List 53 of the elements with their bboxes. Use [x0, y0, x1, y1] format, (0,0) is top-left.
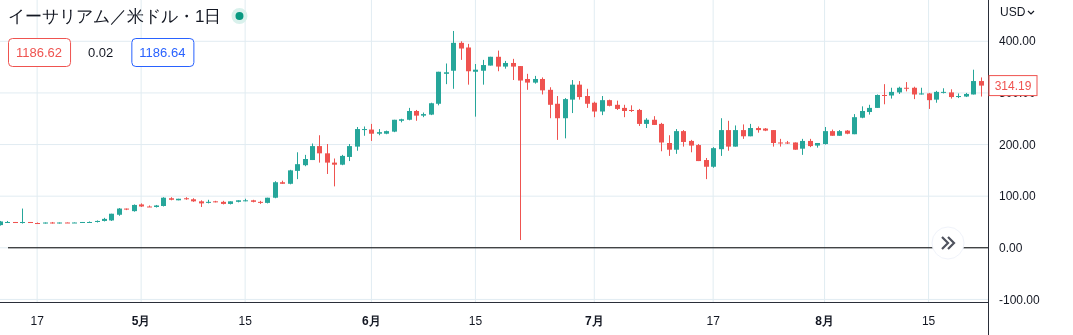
y-tick-label: 0.00 [999, 240, 1023, 255]
chart-title: イーサリアム／米ドル・1日 [8, 7, 222, 26]
candlestick [459, 40, 464, 61]
annotation: 1186.64 [139, 45, 186, 60]
candlestick [317, 134, 322, 164]
candlestick [481, 59, 486, 86]
candlestick [355, 126, 360, 152]
candlestick [20, 208, 25, 225]
candlestick [726, 120, 731, 152]
x-tick-label: 15 [238, 314, 253, 328]
candlestick [496, 50, 501, 72]
candlestick [719, 117, 724, 157]
candlestick [325, 143, 330, 175]
candlestick [362, 125, 367, 137]
text: 314.19 [994, 78, 1032, 93]
y-tick-label: 200.00 [999, 137, 1037, 152]
candlestick [733, 124, 738, 148]
x-tick-label: 17 [706, 314, 721, 328]
candlestick [659, 122, 664, 152]
candlestick [979, 76, 984, 98]
candlestick [711, 146, 716, 169]
candlestick [511, 58, 516, 81]
candlestick [444, 63, 449, 85]
candlestick [466, 43, 471, 86]
x-tick-label: 15 [921, 314, 936, 328]
y-tick-label: -100.00 [999, 292, 1041, 307]
candlestick [971, 69, 976, 95]
candlestick [704, 157, 709, 180]
candlestick [295, 151, 300, 180]
annotation: 1186.62 [16, 45, 63, 60]
x-tick-label: 17 [30, 314, 45, 328]
candlestick [563, 97, 568, 139]
x-tick-label: 5月 [131, 314, 151, 328]
x-tick-label: 6月 [362, 314, 381, 328]
candlestick [882, 83, 887, 105]
candlestick [555, 95, 560, 141]
candlestick [600, 95, 605, 116]
y-axis-title: USD [1000, 5, 1026, 19]
y-tick-label: 100.00 [999, 189, 1037, 204]
candlestick [667, 134, 672, 157]
candlestick [585, 88, 590, 109]
x-tick-label: 15 [468, 314, 483, 328]
candlestick [570, 79, 575, 114]
annotation: 0.02 [88, 45, 114, 60]
x-tick-label: 8月 [815, 314, 834, 328]
candlestick [548, 86, 553, 119]
x-tick-label: 7月 [584, 314, 604, 328]
candlestick [674, 128, 679, 155]
y-tick-label: 400.00 [999, 34, 1037, 49]
candlestick [518, 65, 523, 241]
candlestick [577, 80, 582, 101]
candlestick [332, 157, 337, 187]
candlestick [473, 63, 478, 118]
